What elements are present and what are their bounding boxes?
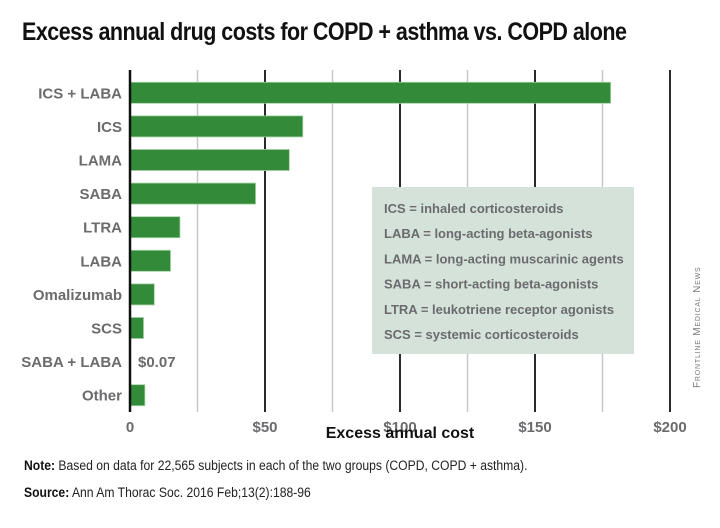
x-tick-label: 0 bbox=[126, 419, 134, 436]
bar-chart: $0.07 ICS + LABA ICS LAMA SABA LTRA LABA Omali… bbox=[21, 70, 687, 442]
x-tick-labels: 0 $50 $100 $150 $200 bbox=[126, 419, 687, 436]
footnote-source: Source: Ann Am Thorac Soc. 2016 Feb;13(2… bbox=[24, 485, 311, 500]
bar bbox=[129, 115, 304, 138]
category-label: LABA bbox=[80, 253, 122, 270]
credit-text: Frontline Medical News bbox=[692, 266, 703, 388]
data-label: $0.07 bbox=[138, 354, 176, 371]
x-tick-label: $150 bbox=[518, 419, 551, 436]
chart-title: Excess annual drug costs for COPD + asth… bbox=[22, 18, 627, 46]
bar bbox=[129, 149, 290, 171]
category-label: SABA + LABA bbox=[21, 354, 122, 371]
category-label: LTRA bbox=[83, 220, 122, 237]
bars: $0.07 bbox=[128, 70, 612, 412]
bar bbox=[129, 216, 181, 239]
bar bbox=[129, 283, 155, 306]
bar bbox=[129, 182, 256, 205]
legend-entry: LABA = long-acting beta-agonists bbox=[384, 226, 593, 241]
footnote-note: Note: Based on data for 22,565 subjects … bbox=[24, 458, 527, 473]
x-tick-label: $100 bbox=[383, 419, 416, 436]
category-labels: ICS + LABA ICS LAMA SABA LTRA LABA Omalizumab S… bbox=[21, 85, 122, 404]
category-label: Other bbox=[82, 388, 122, 405]
bar bbox=[129, 81, 612, 104]
legend: ICS = inhaled corticosteroids LABA = long… bbox=[372, 187, 634, 354]
note-text: Based on data for 22,565 subjects in eac… bbox=[55, 458, 528, 473]
category-label: ICS + LABA bbox=[38, 85, 122, 102]
category-label: ICS bbox=[97, 119, 122, 136]
legend-entry: LTRA = leukotriene receptor agonists bbox=[384, 302, 614, 317]
category-label: LAMA bbox=[79, 153, 122, 170]
legend-entry: LAMA = long-acting muscarinic agents bbox=[384, 251, 624, 266]
x-axis-title: Excess annual cost bbox=[326, 425, 475, 442]
category-label: Omalizumab bbox=[33, 287, 122, 304]
bar bbox=[129, 249, 171, 272]
bar bbox=[129, 384, 146, 407]
category-label: SCS bbox=[91, 321, 122, 338]
note-label: Note: bbox=[24, 458, 56, 473]
category-label: SABA bbox=[79, 186, 122, 203]
x-tick-label: $200 bbox=[653, 419, 686, 436]
source-text: Ann Am Thorac Soc. 2016 Feb;13(2):188-96 bbox=[69, 485, 311, 500]
legend-entry: SABA = short-acting beta-agonists bbox=[384, 277, 598, 292]
x-tick-label: $50 bbox=[252, 419, 277, 436]
legend-entry: SCS = systemic corticosteroids bbox=[384, 327, 579, 342]
legend-box bbox=[372, 187, 634, 354]
legend-entry: ICS = inhaled corticosteroids bbox=[384, 201, 564, 216]
source-label: Source: bbox=[24, 485, 70, 500]
bar bbox=[129, 317, 144, 339]
